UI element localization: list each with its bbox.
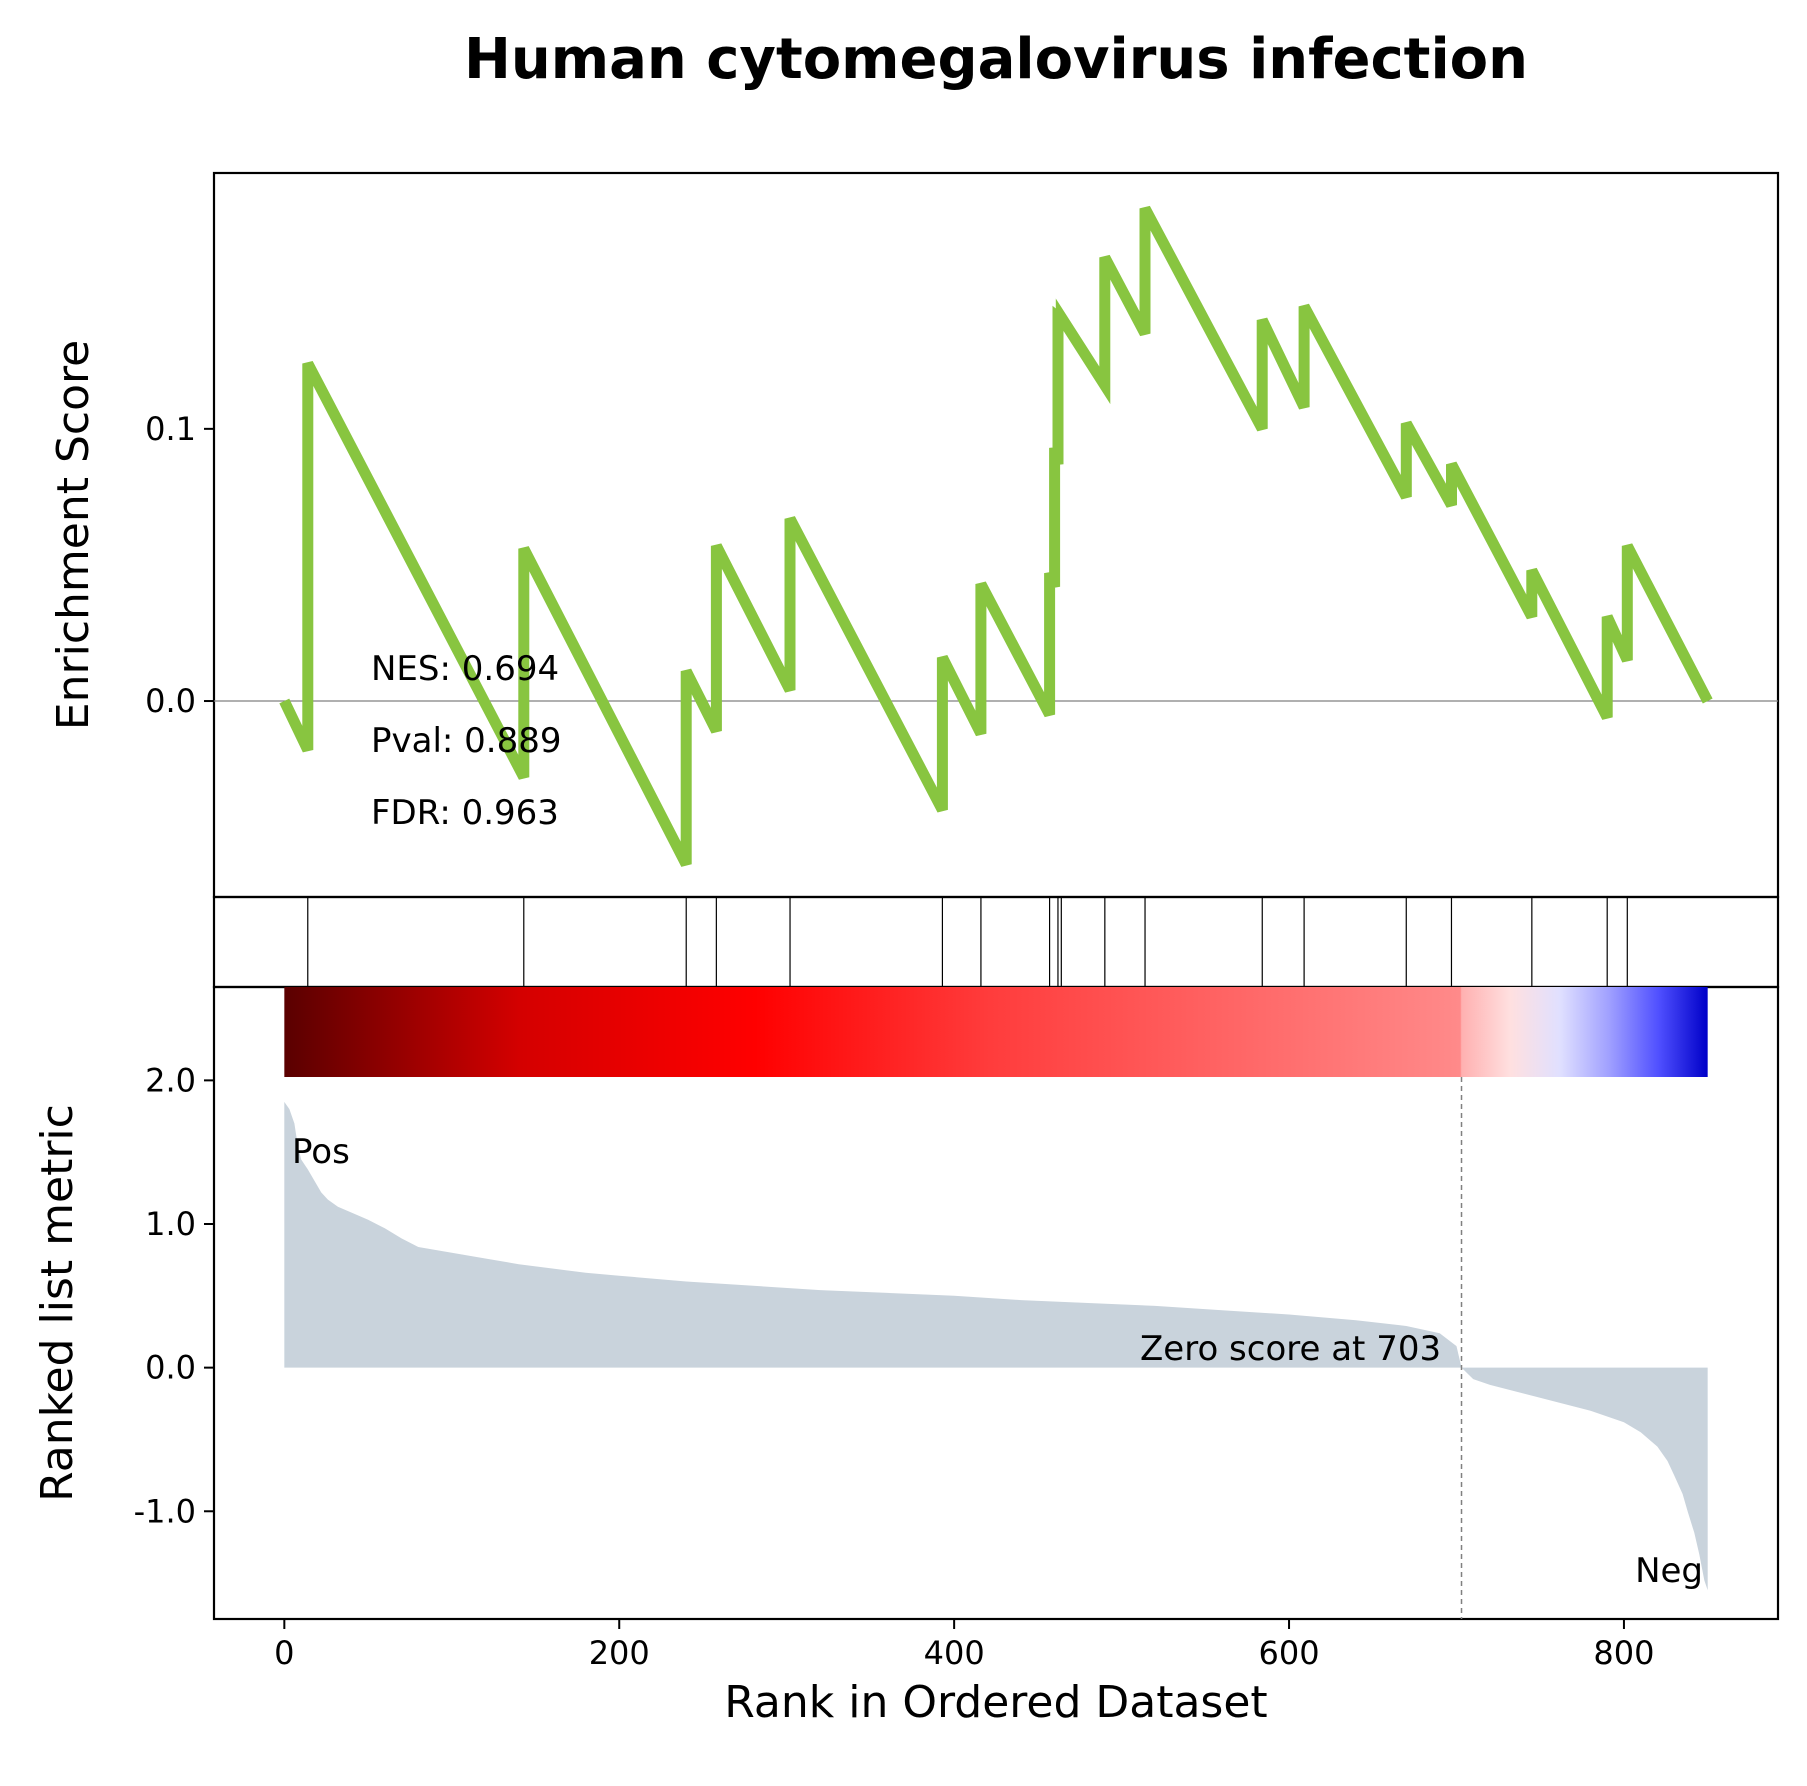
ranked-colorbar	[284, 987, 1708, 1077]
x-axis-ticks: 0 200 400 600 800	[274, 1619, 1654, 1672]
x-tick-label: 400	[924, 1634, 985, 1672]
x-tick-label: 800	[1593, 1634, 1654, 1672]
ranked-y-tick-label: -1.0	[134, 1492, 196, 1530]
x-tick-label: 200	[589, 1634, 650, 1672]
stat-fdr: FDR: 0.963	[371, 793, 559, 833]
enrichment-score-line	[279, 205, 1713, 867]
chart-title: Human cytomegalovirus infection	[464, 27, 1528, 92]
enrichment-y-tick-label: 0.1	[145, 410, 196, 448]
pos-label: Pos	[292, 1132, 350, 1172]
x-tick-label: 0	[274, 1634, 294, 1672]
stat-pval: Pval: 0.889	[371, 721, 562, 761]
zero-score-label: Zero score at 703	[1140, 1329, 1441, 1369]
enrichment-y-label: Enrichment Score	[48, 340, 99, 730]
enrichment-y-ticks: 0.0 0.1	[145, 410, 214, 720]
hits-panel-frame	[212, 895, 1780, 989]
ranked-y-ticks: -1.0 0.0 1.0 2.0	[134, 1061, 214, 1530]
ranked-y-tick-label: 2.0	[145, 1061, 196, 1099]
ranked-metric-area	[284, 1101, 1708, 1591]
enrichment-panel-frame	[212, 171, 1780, 899]
neg-label: Neg	[1635, 1551, 1703, 1591]
x-axis-label: Rank in Ordered Dataset	[724, 1677, 1267, 1728]
enrichment-y-tick-label: 0.0	[145, 682, 196, 720]
ranked-y-label: Ranked list metric	[32, 1104, 83, 1502]
stat-nes: NES: 0.694	[371, 649, 559, 689]
ranked-y-tick-label: 1.0	[145, 1205, 196, 1243]
x-tick-label: 600	[1259, 1634, 1320, 1672]
ranked-y-tick-label: 0.0	[145, 1349, 196, 1387]
hit-markers	[307, 897, 1628, 987]
